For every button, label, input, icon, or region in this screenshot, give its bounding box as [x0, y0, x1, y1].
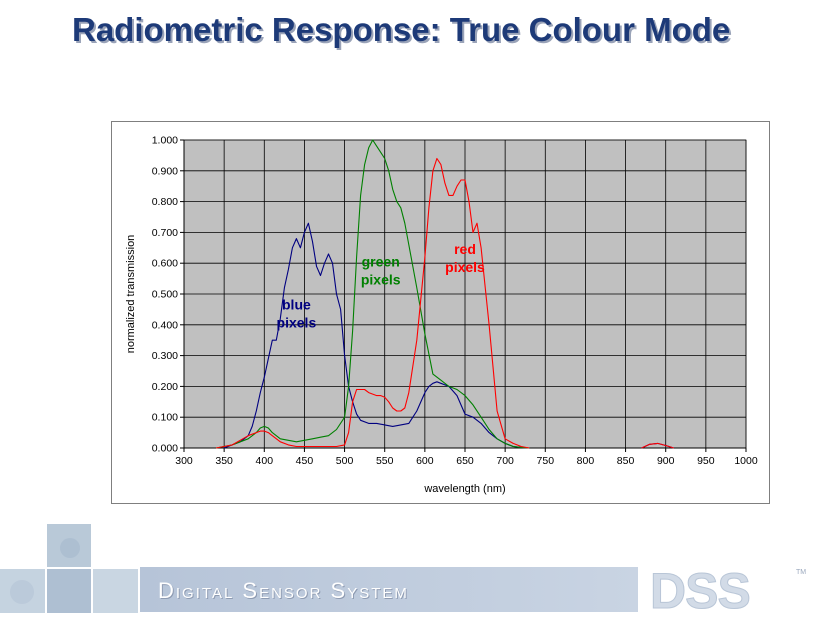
- series-label-line: red: [454, 241, 476, 257]
- y-tick-label: 1.000: [152, 135, 178, 147]
- series-group: [215, 139, 674, 449]
- y-axis-title: normalized transmission: [125, 235, 137, 354]
- series-label-line: pixels: [277, 314, 317, 330]
- x-axis-title: wavelength (nm): [423, 483, 505, 495]
- x-tick-label: 600: [416, 455, 434, 467]
- x-tick-label: 450: [296, 455, 314, 467]
- axes: 300 350 400 450 500 550 600 650 700 750 800 850 900 9…: [152, 135, 758, 468]
- series-label-blue: blue pixels: [277, 296, 317, 330]
- series-label-red: red pixels: [445, 241, 485, 275]
- x-tick-label: 1000: [734, 455, 758, 467]
- dss-logo: DSS TM: [650, 563, 807, 615]
- y-tick-label: 0.900: [152, 165, 178, 177]
- x-tick-label: 800: [577, 455, 595, 467]
- y-tick-label: 0.000: [152, 443, 178, 455]
- x-tick-label: 650: [456, 455, 474, 467]
- y-tick-label: 0.100: [152, 412, 178, 424]
- y-tick-label: 0.800: [152, 196, 178, 208]
- series-label-line: blue: [282, 296, 311, 312]
- slide-title: Radiometric Response: True Colour Mode: [72, 11, 731, 48]
- chart: 300 350 400 450 500 550 600 650 700 750 800 850 900 9…: [125, 135, 758, 496]
- y-tick-label: 0.700: [152, 227, 178, 239]
- y-tick-label: 0.200: [152, 381, 178, 393]
- trademark-mark: TM: [796, 569, 806, 576]
- footer-band: [140, 567, 638, 612]
- x-tick-label: 500: [336, 455, 354, 467]
- footer-tile-graphic: [0, 524, 138, 613]
- series-labels: blue pixels green pixels red pixels: [277, 241, 486, 330]
- series-line-green: [215, 139, 530, 449]
- x-tick-label: 300: [175, 455, 193, 467]
- x-tick-label: 900: [657, 455, 675, 467]
- x-tick-label: 850: [617, 455, 635, 467]
- y-tick-label: 0.300: [152, 350, 178, 362]
- dss-logo-text: DSS: [650, 563, 750, 614]
- series-label-line: green: [362, 253, 400, 269]
- footer-tagline: Digital Sensor System: [158, 578, 409, 603]
- x-tick-label: 750: [537, 455, 555, 467]
- chart-frame: 300 350 400 450 500 550 600 650 700 750 800 850 900 9…: [111, 121, 770, 504]
- y-tick-label: 0.600: [152, 258, 178, 270]
- x-tick-label: 400: [256, 455, 274, 467]
- x-tick-label: 950: [697, 455, 715, 467]
- series-line-red: [215, 157, 674, 449]
- y-tick-label: 0.400: [152, 319, 178, 331]
- series-label-line: pixels: [445, 259, 485, 275]
- y-tick-label: 0.500: [152, 289, 178, 301]
- x-tick-label: 550: [376, 455, 394, 467]
- series-label-line: pixels: [361, 271, 401, 287]
- x-tick-label: 700: [496, 455, 514, 467]
- x-tick-label: 350: [215, 455, 233, 467]
- series-label-green: green pixels: [361, 253, 401, 287]
